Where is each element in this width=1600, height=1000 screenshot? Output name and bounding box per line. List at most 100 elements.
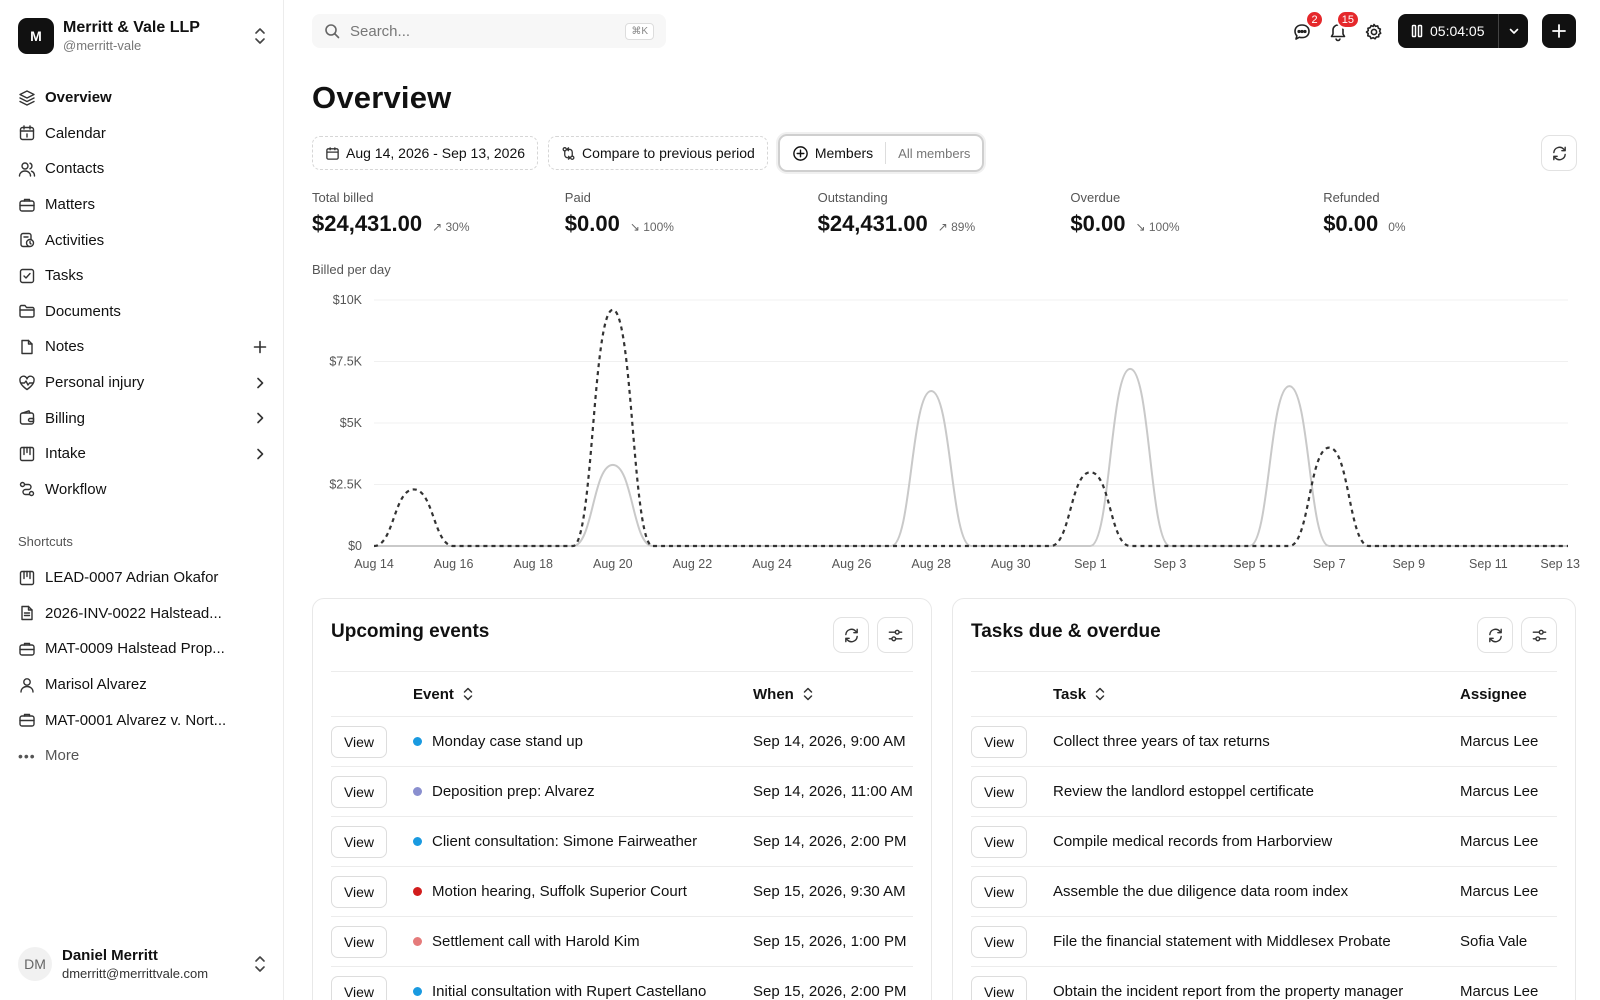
sidebar-item-workflow[interactable]: Workflow [18,472,268,508]
sidebar-item-overview[interactable]: Overview [18,80,268,116]
members-filter[interactable]: Members All members [777,134,985,172]
sidebar-item-contacts[interactable]: Contacts [18,151,268,187]
chevron-right-icon [257,412,264,424]
event-when: Sep 14, 2026, 9:00 AM [753,733,906,750]
sort-by-task[interactable]: Task [1053,686,1460,703]
refresh-icon [844,628,858,642]
view-task-button[interactable]: View [971,975,1027,1000]
settings-button[interactable] [1358,16,1390,48]
shortcut-item[interactable]: LEAD-0007 Adrian Okafor [18,560,268,596]
create-new-button[interactable] [1542,14,1576,48]
task-check-icon [19,268,35,283]
shortcut-label: Marisol Alvarez [45,676,147,694]
sliders-icon [1532,629,1546,641]
main-nav: Overview Calendar Contacts Matters Activitie… [18,80,268,507]
filter-events-button[interactable] [877,617,913,653]
table-row: View File the financial statement with Mi… [971,917,1557,967]
task-assignee: Marcus Lee [1460,733,1539,750]
view-task-button[interactable]: View [971,725,1027,758]
view-task-button[interactable]: View [971,925,1027,958]
sidebar-item-billing[interactable]: Billing [18,400,268,436]
view-task-button[interactable]: View [971,775,1027,808]
sort-by-event[interactable]: Event [413,686,753,703]
task-assignee: Sofia Vale [1460,933,1528,950]
shortcut-item[interactable]: MAT-0001 Alvarez v. Nort... [18,702,268,738]
sidebar-item-label: Billing [45,409,86,427]
table-row: View Assemble the due diligence data room… [971,867,1557,917]
y-tick-label: $10K [333,293,363,307]
messages-button[interactable]: 2 [1286,10,1324,48]
calendar-icon [19,125,35,141]
event-title: Client consultation: Simone Fairweather [432,833,698,850]
sidebar-item-documents[interactable]: Documents [18,294,268,330]
view-event-button[interactable]: View [331,875,387,908]
sidebar-item-tasks[interactable]: Tasks [18,258,268,294]
notifications-button[interactable]: 15 [1322,10,1360,48]
date-range-picker[interactable]: Aug 14, 2026 - Sep 13, 2026 [312,136,539,170]
compare-period-button[interactable]: Compare to previous period [548,136,768,170]
metrics-row: Total billed $24,431.00 ↗ 30% Paid $0.00 ↘ 10… [312,190,1576,237]
filter-tasks-button[interactable] [1521,617,1557,653]
view-event-button[interactable]: View [331,975,387,1000]
table-header: Task Assignee [971,671,1557,717]
events-table: Event When View Monday case stand up Sep 1… [331,671,913,1000]
page-title: Overview [312,80,452,115]
x-tick-label: Aug 24 [752,557,792,571]
timer-toggle-button[interactable]: 05:04:05 [1398,23,1498,39]
metric-paid: Paid $0.00 ↘ 100% [565,190,818,237]
view-task-button[interactable]: View [971,875,1027,908]
metric-delta: ↘ 100% [1135,220,1180,234]
metric-delta: 0% [1388,220,1406,234]
sort-by-when[interactable]: When [753,686,913,703]
activities-icon [20,232,35,248]
shortcut-item[interactable]: MAT-0009 Halstead Prop... [18,631,268,667]
x-tick-label: Aug 26 [832,557,872,571]
briefcase-icon [19,713,35,727]
x-tick-label: Sep 11 [1469,557,1508,571]
sidebar-item-intake[interactable]: Intake [18,436,268,472]
search-bar[interactable]: ⌘K [312,14,666,48]
view-event-button[interactable]: View [331,725,387,758]
shortcut-item[interactable]: Marisol Alvarez [18,667,268,703]
refresh-tasks-button[interactable] [1477,617,1513,653]
refresh-overview-button[interactable] [1541,135,1577,171]
shortcuts-more-button[interactable]: ••• More [18,738,268,774]
column-header-when: When [753,685,794,703]
org-switcher[interactable]: M Merritt & Vale LLP @merritt-vale [18,16,268,56]
metric-delta: ↘ 100% [629,220,674,234]
shortcut-item[interactable]: 2026-INV-0022 Halstead... [18,596,268,632]
user-menu[interactable]: DM Daniel Merritt dmerritt@merrittvale.c… [18,944,268,984]
view-event-button[interactable]: View [331,775,387,808]
metric-value: $0.00 [1323,211,1379,236]
metric-delta: ↗ 89% [937,220,976,234]
chat-bubble-icon [1294,24,1310,40]
event-color-dot [413,887,422,896]
plus-icon[interactable] [252,339,268,355]
metric-value: $0.00 [1070,211,1126,236]
refresh-events-button[interactable] [833,617,869,653]
y-tick-label: $2.5K [329,478,362,492]
x-tick-label: Sep 13 [1540,557,1580,571]
sidebar-item-matters[interactable]: Matters [18,187,268,223]
refresh-icon [1552,146,1566,160]
search-input[interactable] [350,22,626,40]
view-event-button[interactable]: View [331,825,387,858]
sidebar-item-activities[interactable]: Activities [18,222,268,258]
event-title: Motion hearing, Suffolk Superior Court [432,883,687,900]
event-title: Settlement call with Harold Kim [432,933,640,950]
x-tick-label: Aug 22 [673,557,713,571]
view-task-button[interactable]: View [971,825,1027,858]
view-event-button[interactable]: View [331,925,387,958]
shortcut-label: 2026-INV-0022 Halstead... [45,604,222,622]
table-header: Event When [331,671,913,717]
table-row: View Collect three years of tax returns Ma… [971,717,1557,767]
chevron-down-icon [1509,28,1518,34]
sidebar-item-personal-injury[interactable]: Personal injury [18,365,268,401]
sidebar-item-notes[interactable]: Notes [18,329,268,365]
timer-menu-button[interactable] [1498,14,1528,48]
x-tick-label: Aug 30 [991,557,1031,571]
sidebar-item-calendar[interactable]: Calendar [18,116,268,152]
sidebar: M Merritt & Vale LLP @merritt-vale Overv… [0,0,284,1000]
chevron-up-down-icon [255,28,265,44]
sort-icon [803,687,813,701]
